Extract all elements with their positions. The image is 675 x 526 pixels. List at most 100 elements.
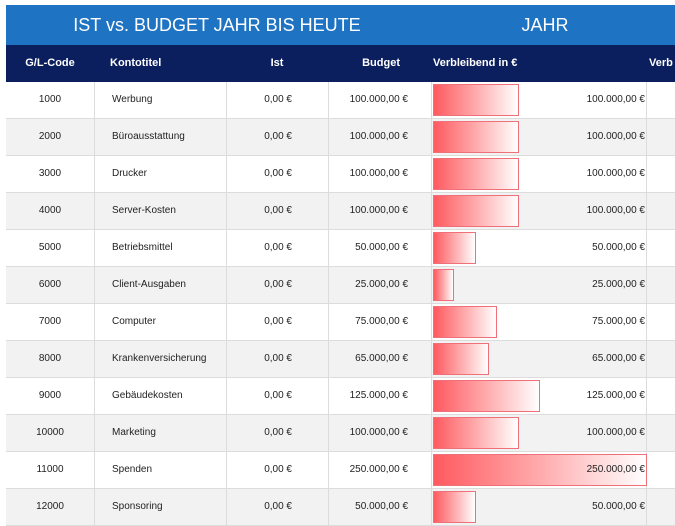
column-divider bbox=[431, 304, 432, 340]
table-header: G/L-Code Kontotitel Ist Budget Verbleibe… bbox=[6, 45, 675, 82]
column-divider bbox=[328, 267, 329, 303]
budget-cell: 50.000,00 € bbox=[355, 501, 408, 512]
column-divider bbox=[431, 415, 432, 451]
gl-code-cell: 11000 bbox=[36, 464, 64, 475]
table-row[interactable]: 1000 Werbung 0,00 € 100.000,00 € 100.000,00 … bbox=[6, 82, 675, 119]
remaining-cell: 50.000,00 € bbox=[592, 242, 645, 253]
budget-cell: 100.000,00 € bbox=[349, 94, 408, 105]
column-divider bbox=[431, 378, 432, 414]
remaining-cell: 100.000,00 € bbox=[586, 131, 645, 142]
column-divider bbox=[226, 267, 227, 303]
budget-cell: 125.000,00 € bbox=[349, 390, 408, 401]
header-gl-code[interactable]: G/L-Code bbox=[25, 57, 75, 69]
column-divider bbox=[431, 82, 432, 118]
column-divider bbox=[328, 378, 329, 414]
budget-cell: 250.000,00 € bbox=[349, 464, 408, 475]
report-banner: IST vs. BUDGET JAHR BIS HEUTE JAHR bbox=[6, 5, 675, 45]
column-divider bbox=[646, 119, 647, 155]
remaining-cell: 100.000,00 € bbox=[586, 205, 645, 216]
gl-code-cell: 10000 bbox=[36, 427, 64, 438]
header-actual[interactable]: Ist bbox=[270, 57, 284, 69]
gl-code-cell: 3000 bbox=[38, 168, 62, 179]
column-divider bbox=[226, 156, 227, 192]
remaining-data-bar bbox=[433, 417, 519, 449]
gl-code-cell: 4000 bbox=[38, 205, 62, 216]
column-divider bbox=[226, 489, 227, 525]
actual-cell: 0,00 € bbox=[264, 168, 292, 179]
gl-code-cell: 12000 bbox=[36, 501, 64, 512]
table-row[interactable]: 5000 Betriebsmittel 0,00 € 50.000,00 € 50.00… bbox=[6, 230, 675, 267]
column-divider bbox=[431, 341, 432, 377]
header-remaining[interactable]: Verbleibend in € bbox=[433, 57, 518, 69]
column-divider bbox=[226, 341, 227, 377]
column-divider bbox=[226, 415, 227, 451]
remaining-cell: 125.000,00 € bbox=[586, 390, 645, 401]
actual-cell: 0,00 € bbox=[264, 353, 292, 364]
remaining-data-bar bbox=[433, 491, 476, 523]
table-row[interactable]: 4000 Server-Kosten 0,00 € 100.000,00 € 100.0… bbox=[6, 193, 675, 230]
budget-cell: 25.000,00 € bbox=[355, 279, 408, 290]
account-title-cell: Gebäudekosten bbox=[112, 390, 183, 401]
account-title-cell: Betriebsmittel bbox=[112, 242, 173, 253]
column-divider bbox=[328, 452, 329, 488]
header-account-title[interactable]: Kontotitel bbox=[110, 57, 162, 69]
remaining-data-bar bbox=[433, 343, 489, 375]
column-divider bbox=[431, 156, 432, 192]
remaining-data-bar bbox=[433, 306, 497, 338]
column-divider bbox=[646, 193, 647, 229]
table-row[interactable]: 12000 Sponsoring 0,00 € 50.000,00 € 50.000,0… bbox=[6, 489, 675, 526]
budget-cell: 100.000,00 € bbox=[349, 205, 408, 216]
actual-cell: 0,00 € bbox=[264, 316, 292, 327]
table-row[interactable]: 10000 Marketing 0,00 € 100.000,00 € 100.000,… bbox=[6, 415, 675, 452]
actual-cell: 0,00 € bbox=[264, 205, 292, 216]
column-divider bbox=[646, 415, 647, 451]
banner-title-ytd: IST vs. BUDGET JAHR BIS HEUTE bbox=[73, 15, 361, 35]
gl-code-cell: 6000 bbox=[38, 279, 62, 290]
column-divider bbox=[94, 341, 95, 377]
banner-title-year: JAHR bbox=[521, 15, 569, 35]
column-divider bbox=[431, 489, 432, 525]
column-divider bbox=[94, 193, 95, 229]
remaining-cell: 250.000,00 € bbox=[586, 464, 645, 475]
table-row[interactable]: 9000 Gebäudekosten 0,00 € 125.000,00 € 125.0… bbox=[6, 378, 675, 415]
table-row[interactable]: 3000 Drucker 0,00 € 100.000,00 € 100.000,00 … bbox=[6, 156, 675, 193]
budget-cell: 100.000,00 € bbox=[349, 131, 408, 142]
column-divider bbox=[226, 119, 227, 155]
remaining-cell: 100.000,00 € bbox=[586, 427, 645, 438]
table-row[interactable]: 6000 Client-Ausgaben 0,00 € 25.000,00 € 25.0… bbox=[6, 267, 675, 304]
column-divider bbox=[431, 452, 432, 488]
column-divider bbox=[226, 193, 227, 229]
column-divider bbox=[431, 119, 432, 155]
column-divider bbox=[328, 156, 329, 192]
table-row[interactable]: 8000 Krankenversicherung 0,00 € 65.000,00 €… bbox=[6, 341, 675, 378]
actual-cell: 0,00 € bbox=[264, 390, 292, 401]
actual-cell: 0,00 € bbox=[264, 279, 292, 290]
header-remaining-cut[interactable]: Verb bbox=[649, 57, 673, 69]
column-divider bbox=[646, 267, 647, 303]
table-row[interactable]: 11000 Spenden 0,00 € 250.000,00 € 250.000,00… bbox=[6, 452, 675, 489]
column-divider bbox=[328, 82, 329, 118]
remaining-data-bar bbox=[433, 158, 519, 190]
gl-code-cell: 7000 bbox=[38, 316, 62, 327]
column-divider bbox=[226, 452, 227, 488]
column-divider bbox=[94, 82, 95, 118]
header-budget[interactable]: Budget bbox=[362, 57, 400, 69]
budget-cell: 50.000,00 € bbox=[355, 242, 408, 253]
gl-code-cell: 9000 bbox=[38, 390, 62, 401]
budget-cell: 75.000,00 € bbox=[355, 316, 408, 327]
column-divider bbox=[226, 82, 227, 118]
column-divider bbox=[646, 341, 647, 377]
account-title-cell: Marketing bbox=[112, 427, 156, 438]
table-row[interactable]: 2000 Büroausstattung 0,00 € 100.000,00 € 100… bbox=[6, 119, 675, 156]
remaining-cell: 75.000,00 € bbox=[592, 316, 645, 327]
account-title-cell: Server-Kosten bbox=[112, 205, 176, 216]
column-divider bbox=[328, 415, 329, 451]
table-row[interactable]: 7000 Computer 0,00 € 75.000,00 € 75.000,00 € bbox=[6, 304, 675, 341]
remaining-data-bar bbox=[433, 232, 476, 264]
column-divider bbox=[94, 489, 95, 525]
column-divider bbox=[328, 119, 329, 155]
column-divider bbox=[94, 452, 95, 488]
budget-cell: 100.000,00 € bbox=[349, 168, 408, 179]
remaining-data-bar bbox=[433, 121, 519, 153]
column-divider bbox=[646, 156, 647, 192]
